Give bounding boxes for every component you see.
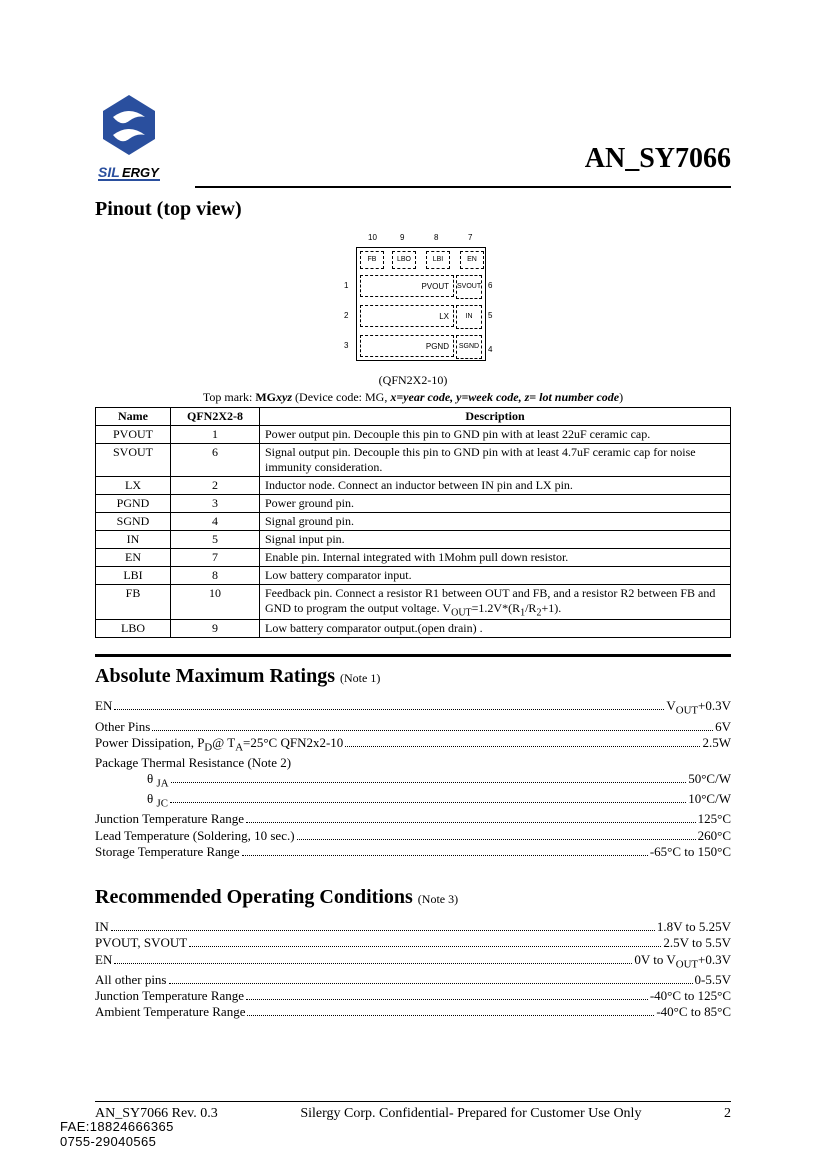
table-row: PGND3Power ground pin. (96, 495, 731, 513)
table-row: SVOUT6Signal output pin. Decouple this p… (96, 444, 731, 477)
spec-row: Ambient Temperature Range -40°C to 85°C (95, 1004, 731, 1020)
section-rule (95, 654, 731, 657)
svg-text:SIL: SIL (98, 164, 120, 180)
diagram-caption: (QFN2X2-10) (95, 373, 731, 388)
spec-row: θ JA 50°C/W (147, 771, 731, 791)
footer-rule (95, 1101, 731, 1102)
spec-row: ENVOUT+0.3V (95, 698, 731, 718)
table-header-row: Name QFN2X2-8 Description (96, 408, 731, 426)
spec-row: Package Thermal Resistance (Note 2) (95, 755, 731, 771)
footer-conf: Silergy Corp. Confidential- Prepared for… (300, 1106, 641, 1122)
spec-row: Power Dissipation, PD@ TA=25°C QFN2x2-10… (95, 735, 731, 755)
pin-description-table: Name QFN2X2-8 Description PVOUT1Power ou… (95, 407, 731, 638)
roc-title: Recommended Operating Conditions (Note 3… (95, 886, 731, 909)
table-row: EN7Enable pin. Internal integrated with … (96, 549, 731, 567)
pinout-diagram: 10 9 8 7 FB LBO LBI EN 1 2 3 PVOUT LX PG… (338, 231, 488, 369)
amr-title: Absolute Maximum Ratings (Note 1) (95, 665, 731, 688)
spec-row: Junction Temperature Range -40°C to 125°… (95, 988, 731, 1004)
table-row: LBI8Low battery comparator input. (96, 567, 731, 585)
spec-row: IN 1.8V to 5.25V (95, 919, 731, 935)
table-row: IN5Signal input pin. (96, 531, 731, 549)
pinout-title: Pinout (top view) (95, 198, 731, 221)
header-rule (195, 186, 731, 188)
spec-row: Storage Temperature Range -65°C to 150°C (95, 844, 731, 860)
footer-page: 2 (724, 1106, 731, 1122)
spec-row: Lead Temperature (Soldering, 10 sec.) 26… (95, 828, 731, 844)
spec-row: Other Pins 6V (95, 719, 731, 735)
table-row: LX2Inductor node. Connect an inductor be… (96, 477, 731, 495)
footer: AN_SY7066 Rev. 0.3 Silergy Corp. Confide… (95, 1106, 731, 1122)
table-row: LBO9Low battery comparator output.(open … (96, 620, 731, 638)
table-row: FB10Feedback pin. Connect a resistor R1 … (96, 585, 731, 620)
spec-row: EN 0V to VOUT+0.3V (95, 952, 731, 972)
spec-row: All other pins 0-5.5V (95, 972, 731, 988)
svg-text:ERGY: ERGY (122, 165, 160, 180)
table-row: PVOUT1Power output pin. Decouple this pi… (96, 426, 731, 444)
table-row: SGND4Signal ground pin. (96, 513, 731, 531)
doc-id: AN_SY7066 (585, 143, 731, 175)
top-mark: Top mark: MGxyz (Device code: MG, x=year… (95, 390, 731, 405)
spec-row: PVOUT, SVOUT 2.5V to 5.5V (95, 935, 731, 951)
contact-info: FAE:18824666365 0755-29040565 (60, 1119, 174, 1149)
silergy-logo: SIL ERGY (95, 95, 163, 183)
spec-row: θ JC 10°C/W (147, 791, 731, 811)
spec-row: Junction Temperature Range 125°C (95, 811, 731, 827)
